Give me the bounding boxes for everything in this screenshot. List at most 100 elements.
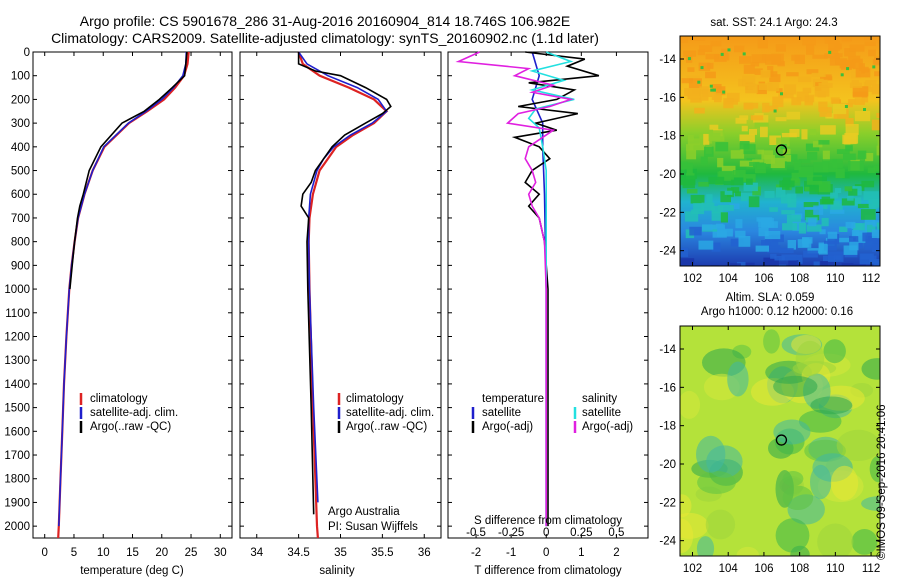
sst-texture-cell [705,71,716,79]
sst-texture-cell [798,76,812,83]
sst-texture-cell [698,240,714,250]
sst-texture-cell [853,223,865,231]
sst-texture-cell [852,264,866,266]
sst-texture-cell [854,110,871,122]
sst-texture-cell [698,62,711,71]
sst-texture-cell [720,212,728,223]
sst-texture-cell [809,185,819,195]
sst-texture-cell [717,205,734,211]
sst-texture-cell [824,53,840,59]
sst-texture-cell [710,224,725,230]
sst-texture-cell [813,162,829,173]
sst-texture-cell [849,82,863,88]
difference-panel: -2 -1 0 1 2 -0.5 -0.25 0 0.25 0.5 temperature sal… [447,51,649,577]
sst-texture-cell [709,124,719,130]
sst-texture-cell [748,196,760,208]
map-y-tick-label: -24 [659,536,676,548]
x-tick-label: 35 [334,547,347,559]
sla-blob [782,485,814,510]
sst-texture-cell [845,118,854,127]
sst-texture-cell [680,37,688,43]
sst-texture-cell [795,186,803,194]
series-line [455,51,574,527]
map-y-tick-label: -18 [659,131,676,143]
x-tick-label: -2 [471,547,481,559]
sla-blob [810,396,853,415]
sst-speckle [710,88,714,92]
temperature-legend: climatology satellite-adj. clim. Argo(..… [79,393,178,433]
sst-texture-cell [852,91,868,98]
sst-texture-cell [738,78,746,87]
sst-texture-cell [835,168,845,179]
sst-texture-cell [697,49,705,56]
legend-temp-satellite-label: satellite [482,407,521,419]
sst-texture-cell [798,159,811,164]
legend-climatology-label: climatology [90,393,148,405]
sst-texture-cell [711,242,721,252]
y-tick-label: 1200 [4,331,30,343]
sst-texture-cell [715,142,729,152]
sst-texture-cell [711,206,723,214]
sst-texture-cell [710,40,722,47]
map-x-tick-label: 108 [790,563,809,575]
sla-blob [869,455,880,483]
sst-texture-cell [819,107,832,117]
sst-texture-cell [815,181,831,193]
x-tick-label-top: 0 [543,527,549,539]
x-tick-label: 10 [97,547,110,559]
map-x-tick-label: 104 [719,273,739,285]
sst-texture-cell [833,200,840,206]
sst-texture-cell [844,186,853,192]
y-tick-label: 1700 [4,450,30,462]
sst-texture-cell [699,45,713,52]
y-tick-label: 2000 [4,521,30,533]
y-tick-label: 100 [11,71,30,83]
sst-texture-cell [787,193,797,203]
sst-texture-cell [739,56,752,64]
sst-texture-cell [847,195,854,201]
sst-texture-cell [808,218,817,227]
sst-texture-cell [796,254,803,264]
legend-satellite-label: satellite-adj. clim. [90,407,178,419]
sst-texture-cell [848,161,864,172]
sst-texture-cell [804,180,813,192]
sst-texture-cell [874,71,880,77]
sst-texture-cell [750,62,760,67]
sst-texture-cell [780,144,787,150]
sst-texture-cell [841,36,852,42]
sst-texture-cell [818,101,828,112]
sst-texture-cell [796,91,809,102]
sst-speckle [709,84,713,88]
sst-texture-cell [813,261,820,266]
sst-speckle [712,88,716,92]
sst-texture-cell [880,265,891,273]
sst-texture-cell [876,113,880,118]
y-tick-label: 200 [11,94,30,106]
sst-texture-cell [783,84,797,95]
sst-texture-cell [717,157,724,168]
sst-texture-cell [781,210,795,215]
y-tick-label: 400 [11,142,30,154]
sst-texture-cell [776,264,787,266]
sst-texture-cell [781,132,797,138]
sst-texture-cell [876,222,880,230]
sst-texture-cell [828,40,840,51]
sst-texture-cell [827,231,838,239]
series-line [58,51,188,527]
sst-texture-cell [758,219,772,228]
sst-texture-cell [839,226,848,232]
sst-texture-cell [791,97,802,106]
sst-texture-cell [762,102,770,113]
sst-speckle [780,92,783,96]
x-tick-label: 35.5 [371,547,393,559]
sla-blob [773,375,818,397]
y-tick-label: 300 [11,118,30,130]
sst-texture-cell [681,258,695,266]
sst-texture-cell [818,140,830,145]
sst-texture-cell [809,129,817,135]
sst-texture-cell [824,240,837,251]
sst-texture-cell [777,61,785,67]
y-tick-label: 1300 [4,355,30,367]
sst-texture-cell [734,45,745,53]
sst-texture-cell [823,74,832,80]
